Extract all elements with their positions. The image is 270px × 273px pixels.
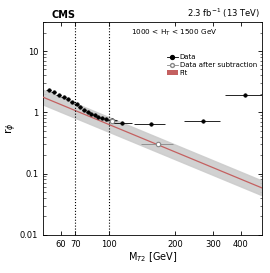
X-axis label: M$_{T2}$ [GeV]: M$_{T2}$ [GeV]	[128, 250, 177, 264]
Text: 2.3 fb$^{-1}$ (13 TeV): 2.3 fb$^{-1}$ (13 TeV)	[187, 6, 260, 20]
Legend: Data, Data after subtraction, Fit: Data, Data after subtraction, Fit	[166, 53, 258, 77]
Text: CMS: CMS	[52, 10, 76, 20]
Text: 1000 < H$_{T}$ < 1500 GeV: 1000 < H$_{T}$ < 1500 GeV	[131, 28, 217, 38]
Y-axis label: r$_{\phi}$: r$_{\phi}$	[3, 123, 19, 134]
